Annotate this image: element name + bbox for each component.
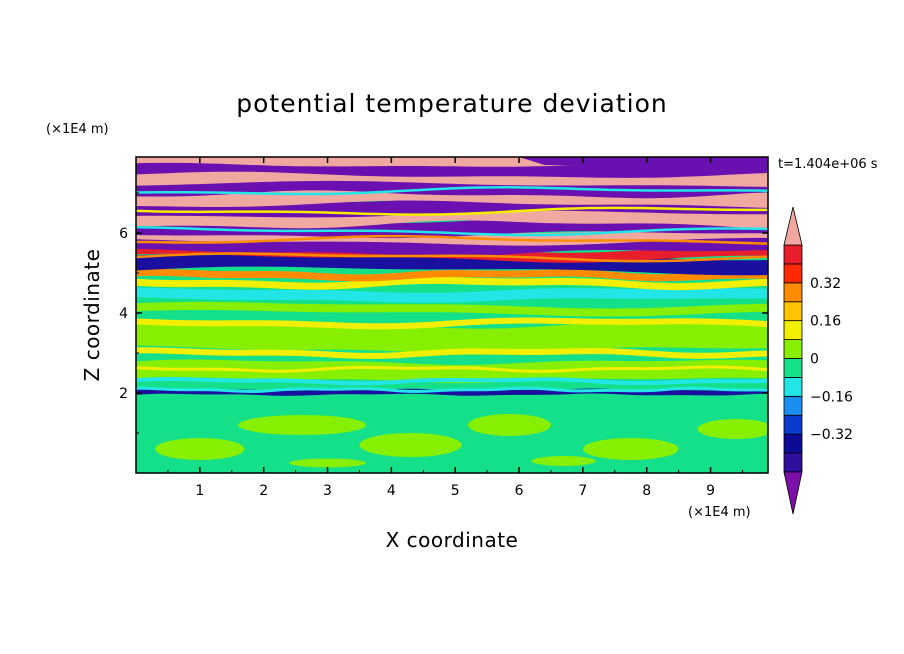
y-axis-label: Z coordinate: [80, 249, 104, 382]
field-band-yellow: [136, 347, 768, 359]
x-tick-label: 4: [387, 483, 396, 499]
field-patch-lime: [531, 456, 596, 466]
colorbar-label: 0.16: [810, 314, 841, 330]
y-tick-label: 6: [119, 226, 128, 242]
field-patch-lime: [155, 438, 245, 460]
y-unit-label: (×1E4 m): [46, 122, 109, 137]
field-patch-purple: [519, 157, 768, 169]
colorbar-bin: [783, 452, 803, 473]
field-edge: [136, 234, 768, 245]
colorbar-bin: [783, 339, 803, 359]
x-tick-label: 2: [259, 483, 268, 499]
x-tick-label: 6: [515, 483, 524, 499]
field-edge: [136, 186, 768, 196]
field-band-cyan: [136, 287, 768, 303]
colorbar-label: −0.32: [810, 427, 853, 443]
x-tick-label: 9: [706, 483, 715, 499]
colorbar-bin: [783, 263, 803, 284]
colorbar-bin: [783, 395, 803, 416]
colorbar-bin: [783, 244, 803, 265]
field-patch-lime: [289, 458, 366, 468]
y-tick-label: 4: [119, 306, 128, 322]
field-band-lime: [136, 359, 768, 383]
x-axis-ticks: 1 2 3 4 5 6 7 8 9: [167, 157, 743, 499]
colorbar-label: 0: [810, 352, 819, 368]
field-band-cyan: [136, 386, 768, 393]
field-patch-lime: [359, 433, 462, 457]
field-patch-lime: [238, 415, 366, 435]
field-band-cyan: [136, 377, 768, 386]
x-tick-label: 1: [195, 483, 204, 499]
field-band-yellow: [136, 365, 768, 373]
x-tick-label: 3: [323, 483, 332, 499]
colorbar-bin: [783, 320, 803, 340]
colorbar-bin: [783, 301, 803, 322]
colorbar-bin: [783, 358, 803, 378]
x-tick-label: 7: [578, 483, 587, 499]
field-patch-lime: [697, 419, 768, 439]
colorbar-label: −0.16: [810, 389, 853, 405]
field-band-lime: [136, 301, 768, 317]
field-band-yellow: [136, 317, 768, 330]
chart-title: potential temperature deviation: [236, 89, 667, 118]
field-band-orange: [136, 268, 768, 282]
x-tick-label: 5: [451, 483, 460, 499]
x-tick-label: 8: [642, 483, 651, 499]
x-axis-label: X coordinate: [386, 528, 519, 552]
contour-field: [136, 157, 768, 473]
plot-frame: [135, 156, 769, 474]
time-label: t=1.404e+06 s: [778, 157, 878, 172]
colorbar-bin: [783, 433, 803, 454]
colorbar-bin: [783, 282, 803, 303]
colorbar-label: 0.32: [810, 276, 841, 292]
colorbar-extend-top: [783, 206, 803, 246]
field-edge: [136, 225, 768, 237]
field-patch-lime: [467, 414, 551, 436]
y-tick-label: 2: [119, 386, 128, 402]
colorbar-extend-bottom: [783, 471, 803, 515]
x-unit-label: (×1E4 m): [688, 505, 751, 520]
field-edge: [136, 252, 768, 263]
colorbar: [783, 206, 803, 515]
y-axis-ticks: 2 4 6: [119, 192, 768, 434]
colorbar-labels: 0.32 0.16 0 −0.16 −0.32: [810, 276, 853, 443]
field-band-yellow: [136, 276, 768, 291]
colorbar-bin: [783, 377, 803, 397]
colorbar-bin: [783, 414, 803, 435]
field-band-lime: [136, 319, 768, 355]
field-edge: [136, 206, 768, 216]
field-patch-lime: [582, 438, 679, 460]
